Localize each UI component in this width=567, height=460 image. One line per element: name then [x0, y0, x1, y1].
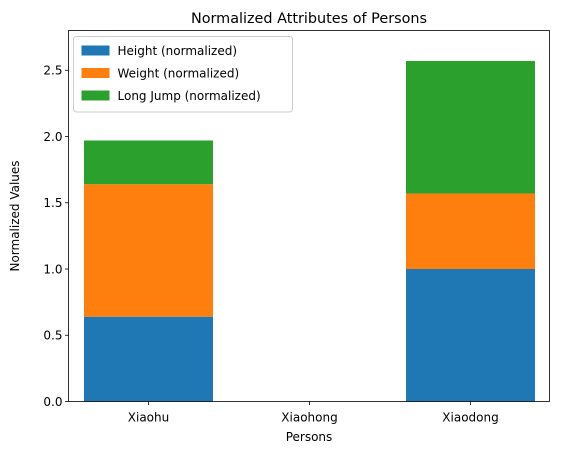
x-axis: Xiaohu Xiaohong Xiaodong — [128, 401, 499, 425]
bar-xiaohu-series-0 — [84, 316, 213, 402]
y-axis: 0.0 0.5 1.0 1.5 2.0 2.5 — [43, 64, 69, 409]
y-tick-label: 0.5 — [43, 329, 62, 343]
bar-xiaodong-series-0 — [406, 269, 535, 402]
chart-title: Normalized Attributes of Persons — [191, 11, 427, 27]
y-tick-label: 1.0 — [43, 262, 62, 276]
bars-layer — [84, 60, 535, 402]
y-tick-label: 2.0 — [43, 130, 62, 144]
bar-xiaodong-series-1 — [406, 193, 535, 269]
legend-label: Height (normalized) — [118, 44, 238, 58]
legend: Height (normalized) Weight (normalized) Lo… — [73, 36, 293, 113]
x-tick-label: Xiaodong — [442, 411, 498, 425]
x-axis-label: Persons — [286, 430, 333, 444]
x-tick-label: Xiaohu — [128, 411, 169, 425]
y-tick-label: 0.0 — [43, 395, 62, 409]
x-tick-label: Xiaohong — [281, 411, 337, 425]
bar-xiaodong-series-2 — [406, 60, 535, 194]
plot-frame — [68, 30, 550, 402]
legend-box — [73, 36, 293, 113]
legend-label: Weight (normalized) — [118, 66, 240, 80]
bar-xiaohu-series-2 — [84, 140, 213, 185]
legend-label: Long Jump (normalized) — [118, 89, 261, 103]
bar-xiaohu-series-1 — [84, 184, 213, 317]
legend-swatch — [81, 45, 110, 56]
y-tick-label: 2.5 — [43, 64, 62, 78]
legend-swatch — [81, 90, 110, 101]
y-axis-label: Normalized Values — [8, 160, 22, 271]
y-tick-label: 1.5 — [43, 196, 62, 210]
legend-swatch — [81, 68, 110, 78]
